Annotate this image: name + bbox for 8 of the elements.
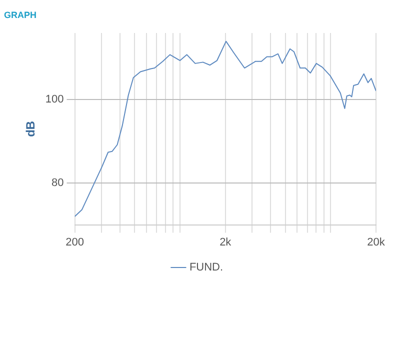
x-tick-label: 2k <box>220 236 232 248</box>
legend-label: FUND. <box>189 262 224 274</box>
x-tick-label: 200 <box>66 236 84 248</box>
y-tick-label: 100 <box>45 94 64 106</box>
x-tick-label: 20k <box>367 236 386 248</box>
y-tick-label: 80 <box>52 177 64 190</box>
chart-title: GRAPH <box>4 10 37 20</box>
y-axis-title: dB <box>24 120 38 137</box>
